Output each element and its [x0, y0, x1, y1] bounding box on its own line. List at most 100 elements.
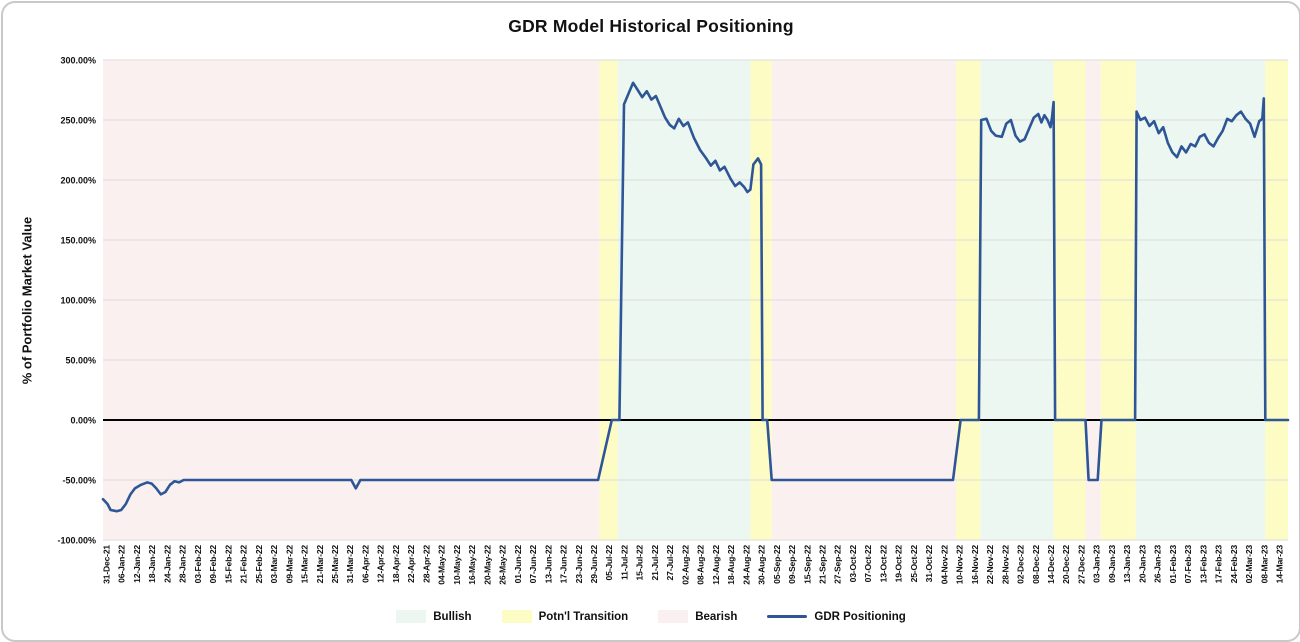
y-tick-label: -100.00%	[57, 536, 96, 546]
x-tick-label: 16-Nov-22	[970, 545, 980, 585]
x-tick-label: 18-Jan-22	[147, 545, 157, 583]
legend-label: Potn'l Transition	[538, 610, 629, 623]
x-tick-label: 02-Mar-23	[1244, 545, 1254, 584]
x-tick-label: 17-Feb-23	[1214, 545, 1224, 584]
x-tick-label: 21-Sep-22	[817, 545, 827, 584]
y-tick-label: 150.00%	[60, 236, 96, 246]
x-tick-label: 25-Oct-22	[909, 545, 919, 583]
x-tick-label: 13-Feb-23	[1198, 545, 1208, 584]
y-tick-label: 50.00%	[65, 356, 96, 366]
legend-item-bullish: Bullish	[396, 610, 472, 623]
y-tick-label: 100.00%	[60, 296, 96, 306]
x-tick-label: 04-Nov-22	[939, 545, 949, 585]
x-tick-label: 27-Jul-22	[665, 545, 675, 581]
x-tick-label: 03-Jan-23	[1092, 545, 1102, 583]
x-tick-label: 29-Jun-22	[589, 545, 599, 584]
x-tick-label: 31-Mar-22	[345, 545, 355, 584]
x-tick-label: 28-Nov-22	[1000, 545, 1010, 585]
legend-label: Bullish	[433, 610, 472, 623]
x-tick-label: 01-Feb-23	[1168, 545, 1178, 584]
legend-label: GDR Positioning	[814, 610, 906, 623]
x-tick-label: 15-Sep-22	[802, 545, 812, 584]
x-tick-label: 18-Apr-22	[391, 545, 401, 583]
bullish-swatch-icon	[396, 610, 427, 623]
legend-item-transition: Potn'l Transition	[501, 610, 629, 623]
x-tick-label: 24-Jan-22	[162, 545, 172, 583]
x-tick-label: 08-Aug-22	[696, 545, 706, 585]
x-tick-label: 14-Dec-22	[1046, 545, 1056, 584]
x-tick-label: 31-Dec-21	[102, 545, 112, 584]
x-tick-label: 05-Jul-22	[604, 545, 614, 581]
x-tick-label: 01-Jun-22	[513, 545, 523, 584]
x-tick-label: 27-Dec-22	[1076, 545, 1086, 584]
x-tick-label: 20-Dec-22	[1061, 545, 1071, 584]
x-tick-label: 17-Jun-22	[559, 545, 569, 584]
x-tick-label: 03-Mar-22	[269, 545, 279, 584]
x-tick-label: 19-Oct-22	[894, 545, 904, 583]
chart-title: GDR Model Historical Positioning	[508, 16, 794, 36]
x-tick-label: 12-Aug-22	[711, 545, 721, 585]
x-tick-label: 09-Feb-22	[208, 545, 218, 584]
x-tick-label: 13-Oct-22	[878, 545, 888, 583]
legend-label: Bearish	[695, 610, 738, 623]
x-tick-label: 31-Oct-22	[924, 545, 934, 583]
x-tick-label: 04-May-22	[437, 545, 447, 585]
x-tick-label: 07-Feb-23	[1183, 545, 1193, 584]
legend: Bullish Potn'l Transition Bearish GDR Po…	[3, 610, 1299, 623]
x-tick-label: 09-Mar-22	[284, 545, 294, 584]
x-tick-label: 15-Mar-22	[300, 545, 310, 584]
plot-area: 300.00% 250.00% 200.00% 150.00% 100.00% 50.00…	[57, 56, 1290, 585]
y-tick-label: -50.00%	[62, 476, 96, 486]
x-tick-label: 12-Jan-22	[132, 545, 142, 583]
x-tick-label: 06-Jan-22	[117, 545, 127, 583]
x-tick-label: 08-Mar-23	[1259, 545, 1269, 584]
transition-swatch-icon	[501, 610, 532, 623]
x-tick-label: 21-Jul-22	[650, 545, 660, 581]
y-tick-label: 0.00%	[70, 416, 96, 426]
x-tick-label: 15-Jul-22	[635, 545, 645, 581]
x-tick-label: 10-Nov-22	[955, 545, 965, 585]
x-tick-label: 09-Sep-22	[787, 545, 797, 584]
x-tick-label: 27-Sep-22	[833, 545, 843, 584]
x-tick-label: 16-May-22	[467, 545, 477, 585]
x-tick-label: 20-Jan-23	[1137, 545, 1147, 583]
gdr-positioning-line	[101, 81, 1290, 513]
x-tick-label: 22-Nov-22	[985, 545, 995, 585]
line-swatch-icon	[767, 614, 808, 619]
x-tick-label: 08-Dec-22	[1031, 545, 1041, 584]
x-tick-label: 26-Jan-23	[1153, 545, 1163, 583]
x-tick-label: 09-Jan-23	[1107, 545, 1117, 583]
y-tick-label: 250.00%	[60, 116, 96, 126]
x-tick-label: 28-Apr-22	[421, 545, 431, 583]
x-tick-label: 21-Mar-22	[315, 545, 325, 584]
x-tick-label: 11-Jul-22	[619, 545, 629, 580]
x-tick-label: 23-Jun-22	[574, 545, 584, 584]
x-tick-label: 07-Oct-22	[863, 545, 873, 583]
x-tick-label: 18-Aug-22	[726, 545, 736, 585]
y-tick-label: 200.00%	[60, 176, 96, 186]
x-tick-label: 14-Mar-23	[1275, 545, 1285, 584]
x-tick-label: 24-Aug-22	[741, 545, 751, 585]
bearish-swatch-icon	[658, 610, 689, 623]
y-tick-label: 300.00%	[60, 56, 96, 66]
x-tick-label: 15-Feb-22	[223, 545, 233, 584]
x-tick-label: 05-Sep-22	[772, 545, 782, 584]
legend-item-gdr-positioning: GDR Positioning	[767, 610, 906, 623]
x-tick-label: 28-Jan-22	[178, 545, 188, 583]
x-tick-label: 10-May-22	[452, 545, 462, 585]
x-tick-label: 06-Apr-22	[360, 545, 370, 583]
x-tick-label: 12-Apr-22	[376, 545, 386, 583]
x-tick-label: 13-Jun-22	[543, 545, 553, 584]
x-tick-label: 02-Aug-22	[680, 545, 690, 585]
x-tick-label: 13-Jan-23	[1122, 545, 1132, 583]
x-tick-label: 03-Feb-22	[193, 545, 203, 584]
x-tick-label: 21-Feb-22	[239, 545, 249, 584]
x-tick-label: 20-May-22	[482, 545, 492, 585]
x-tick-label: 02-Dec-22	[1016, 545, 1026, 584]
x-tick-label: 30-Aug-22	[757, 545, 767, 585]
x-tick-label: 03-Oct-22	[848, 545, 858, 583]
x-tick-label: 26-May-22	[498, 545, 508, 585]
x-tick-label: 07-Jun-22	[528, 545, 538, 584]
legend-item-bearish: Bearish	[658, 610, 737, 623]
